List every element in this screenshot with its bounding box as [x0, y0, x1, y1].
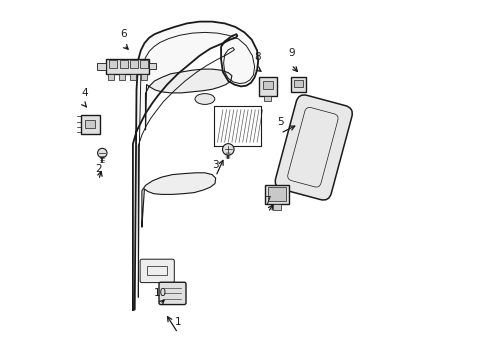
FancyBboxPatch shape: [159, 282, 185, 305]
Circle shape: [222, 144, 234, 155]
Text: 9: 9: [287, 48, 294, 58]
Bar: [81, 115, 100, 134]
Bar: [272, 204, 281, 210]
Bar: [259, 77, 276, 96]
Bar: [141, 74, 146, 80]
Bar: [264, 184, 288, 204]
Text: 4: 4: [81, 88, 87, 98]
Bar: [290, 77, 305, 92]
Text: 1: 1: [174, 316, 181, 327]
Bar: [147, 266, 167, 275]
Circle shape: [98, 148, 107, 158]
Bar: [108, 74, 114, 80]
Text: 8: 8: [253, 52, 260, 62]
Text: 5: 5: [277, 117, 283, 127]
FancyBboxPatch shape: [275, 95, 352, 200]
Text: 3: 3: [212, 160, 219, 170]
Bar: [264, 96, 271, 101]
Bar: [294, 80, 302, 87]
Text: 6: 6: [121, 28, 127, 39]
Bar: [130, 60, 138, 68]
Text: 2: 2: [95, 163, 102, 174]
Polygon shape: [142, 173, 215, 227]
Bar: [119, 74, 125, 80]
Ellipse shape: [195, 94, 214, 104]
FancyBboxPatch shape: [140, 259, 174, 283]
Polygon shape: [133, 22, 258, 310]
Bar: [263, 81, 272, 89]
Bar: [149, 63, 155, 69]
Bar: [97, 63, 106, 70]
Polygon shape: [145, 69, 231, 130]
Bar: [85, 120, 95, 128]
Bar: [267, 187, 285, 201]
Bar: [140, 60, 148, 68]
Bar: [109, 60, 117, 68]
Text: 7: 7: [264, 196, 271, 206]
Bar: [106, 59, 149, 74]
Text: 10: 10: [153, 288, 166, 298]
Bar: [130, 74, 136, 80]
Bar: [120, 60, 127, 68]
